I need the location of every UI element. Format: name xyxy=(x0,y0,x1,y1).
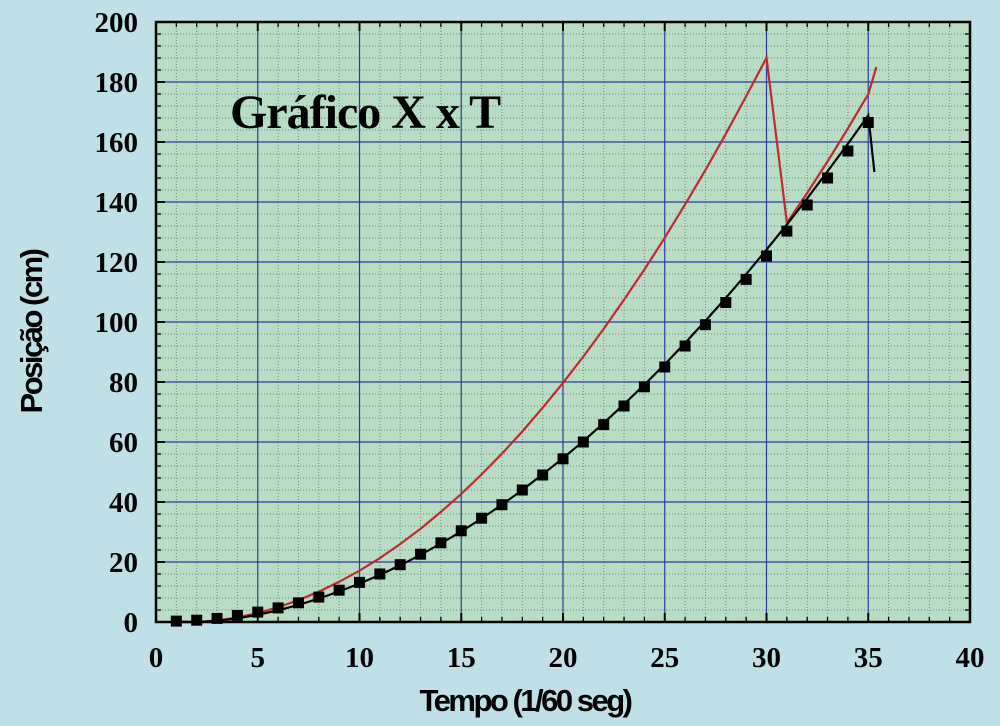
y-tick-label: 100 xyxy=(95,307,139,339)
y-tick-label: 60 xyxy=(109,427,138,459)
y-tick-label: 20 xyxy=(109,547,138,579)
data-point xyxy=(537,469,549,481)
data-points xyxy=(170,117,874,627)
data-point xyxy=(374,568,386,580)
tick-labels: 0 5 10 15 20 25 30 35 40 0 20 40 60 80 100 120 140 160 180… xyxy=(95,7,985,674)
x-tick-label: 15 xyxy=(447,642,476,674)
y-tick-label: 120 xyxy=(95,247,139,279)
data-point xyxy=(679,340,691,352)
data-point xyxy=(292,597,304,609)
y-tick-label: 0 xyxy=(124,607,139,639)
data-point xyxy=(822,172,834,184)
y-axis-title: Posição (cm) xyxy=(14,249,49,413)
data-point xyxy=(435,537,447,549)
y-tick-label: 40 xyxy=(109,487,138,519)
x-tick-label: 25 xyxy=(650,642,679,674)
data-point xyxy=(740,273,752,285)
data-point xyxy=(618,400,630,412)
data-point xyxy=(516,484,528,496)
data-point xyxy=(842,145,854,157)
x-tick-label: 20 xyxy=(549,642,578,674)
y-tick-label: 200 xyxy=(95,7,139,39)
data-point xyxy=(699,319,711,331)
x-tick-label: 35 xyxy=(854,642,883,674)
x-axis-title: Tempo (1/60 seg) xyxy=(420,683,632,718)
data-point xyxy=(415,548,427,560)
y-tick-label: 180 xyxy=(95,67,139,99)
data-point xyxy=(659,361,671,373)
chart-title: Gráfico X x T xyxy=(230,86,501,139)
data-point xyxy=(394,559,406,571)
y-tick-label: 80 xyxy=(109,367,138,399)
data-point xyxy=(313,591,325,603)
data-point xyxy=(638,381,650,393)
y-tick-label: 140 xyxy=(95,187,139,219)
x-tick-label: 0 xyxy=(149,642,164,674)
y-tick-label: 160 xyxy=(95,127,139,159)
data-point xyxy=(720,297,732,308)
data-point xyxy=(496,499,508,511)
data-point xyxy=(231,609,243,621)
data-point xyxy=(476,512,488,524)
x-tick-label: 40 xyxy=(956,642,985,674)
data-point xyxy=(272,602,284,614)
major-grid xyxy=(156,22,970,622)
data-point xyxy=(557,453,569,465)
data-point xyxy=(801,199,813,211)
x-tick-label: 5 xyxy=(251,642,266,674)
axis-ticks xyxy=(155,21,971,623)
data-point xyxy=(598,419,610,431)
data-point xyxy=(862,117,874,128)
data-point xyxy=(761,250,772,262)
data-point xyxy=(333,584,345,596)
data-point xyxy=(354,576,365,588)
x-tick-label: 30 xyxy=(752,642,781,674)
data-point xyxy=(781,225,793,237)
data-point xyxy=(455,525,467,537)
data-point xyxy=(577,436,589,448)
data-point xyxy=(252,606,264,618)
x-tick-label: 10 xyxy=(345,642,374,674)
